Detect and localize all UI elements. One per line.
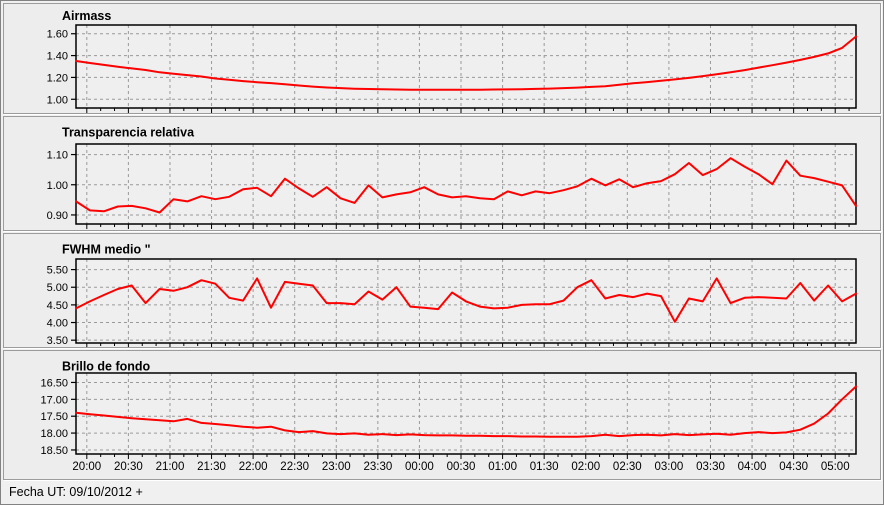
x-tick-label: 00:00 (405, 461, 434, 473)
y-tick-label: 1.00 (47, 180, 68, 192)
panel-fwhm: 3.50 4.00 4.50 5.00 5.50 FWHM medio " (3, 233, 881, 348)
series-line (75, 385, 857, 438)
x-tick-label: 20:00 (72, 461, 101, 473)
y-tick-label: 18.50 (40, 445, 68, 457)
airmass-chart-svg: 1.00 1.20 1.40 1.60 Airmass (47, 9, 857, 113)
series-line (75, 35, 857, 91)
y-tick-label: 1.20 (47, 72, 68, 84)
x-tick-label: 22:00 (239, 461, 268, 473)
series-line (75, 157, 857, 214)
x-tick-label: 04:30 (779, 461, 808, 473)
transparencia-chart-svg: 0.90 1.00 1.10 Transparencia relativa (47, 126, 857, 229)
x-tick-label: 22:30 (280, 461, 309, 473)
y-tick-label: 1.10 (47, 150, 68, 162)
chart-title: FWHM medio " (62, 243, 151, 257)
chart-title: Airmass (62, 9, 111, 23)
x-tick-label: 21:00 (156, 461, 185, 473)
x-tick-label: 02:30 (613, 461, 642, 473)
x-tick-label: 04:00 (738, 461, 767, 473)
y-tick-label: 0.90 (47, 210, 68, 222)
panel-airmass: 1.00 1.20 1.40 1.60 Airmass (3, 3, 881, 114)
plot-area (76, 144, 856, 224)
y-tick-label: 5.00 (47, 282, 68, 294)
x-tick-label: 01:30 (530, 461, 559, 473)
y-tick-label: 18.00 (40, 428, 68, 440)
x-tick-label: 05:00 (821, 461, 850, 473)
fwhm-chart-svg: 3.50 4.00 4.50 5.00 5.50 FWHM medio " (47, 243, 857, 347)
x-tick-label: 01:00 (488, 461, 517, 473)
y-tick-label: 16.50 (40, 377, 68, 389)
x-tick-label: 21:30 (197, 461, 226, 473)
y-tick-label: 5.50 (47, 265, 68, 277)
chart-title: Transparencia relativa (62, 126, 195, 140)
x-tick-label: 23:30 (363, 461, 392, 473)
y-tick-label: 17.00 (40, 394, 68, 406)
y-tick-label: 3.50 (47, 335, 68, 347)
x-tick-label: 03:00 (655, 461, 684, 473)
x-tick-label: 23:00 (322, 461, 351, 473)
y-tick-label: 1.60 (47, 29, 68, 41)
y-tick-label: 1.00 (47, 94, 68, 106)
x-tick-label: 20:30 (114, 461, 143, 473)
brillo-fondo-chart-svg: 16.50 17.00 17.50 18.00 18.50 20:00 20:30 21:00… (40, 360, 857, 473)
panel-transparencia: 0.90 1.00 1.10 Transparencia relativa (3, 116, 881, 231)
plot-border (75, 143, 857, 225)
plot-area (76, 25, 856, 108)
x-tick-label: 00:30 (447, 461, 476, 473)
fecha-ut-label: Fecha UT: 09/10/2012 + (9, 485, 143, 499)
y-tick-label: 17.50 (40, 411, 68, 423)
y-tick-label: 4.00 (47, 318, 68, 330)
plot-border (75, 258, 857, 344)
x-tick-label: 02:00 (571, 461, 600, 473)
x-tick-label: 03:30 (696, 461, 725, 473)
series-line (75, 277, 857, 323)
y-tick-label: 4.50 (47, 300, 68, 312)
y-tick-label: 1.40 (47, 51, 68, 63)
plot-border (75, 24, 857, 109)
panel-brillo-fondo: 16.50 17.00 17.50 18.00 18.50 20:00 20:30 21:00… (3, 350, 881, 480)
chart-title: Brillo de fondo (62, 360, 151, 374)
plot-area (76, 373, 856, 454)
